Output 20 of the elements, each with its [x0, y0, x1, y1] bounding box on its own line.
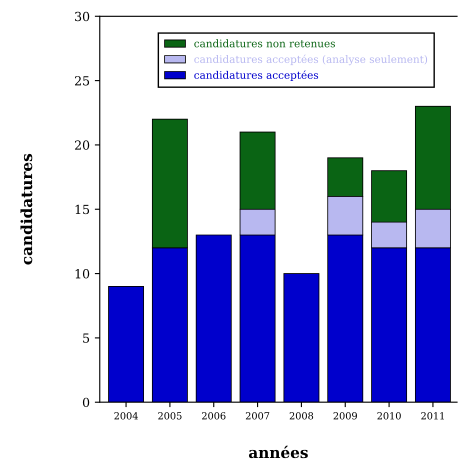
- y-tick-label: 0: [82, 398, 90, 408]
- y-tick-label: 15: [76, 204, 90, 214]
- x-tick-label: 2010: [377, 412, 401, 420]
- y-tick-label: 25: [74, 76, 90, 86]
- x-tick-label: 2005: [158, 412, 182, 420]
- x-tick-label: 2006: [202, 412, 226, 420]
- y-tick-label: 30: [75, 12, 90, 22]
- x-tick-label: 2009: [334, 412, 357, 420]
- x-tick-label: 2007: [246, 412, 270, 420]
- x-tick-label: 2008: [290, 412, 314, 420]
- legend-label: candidatures non retenues: [194, 39, 335, 48]
- legend-label: candidatures acceptées (analyse seulement): [194, 54, 428, 66]
- y-tick-label: 10: [76, 269, 90, 278]
- y-axis-title: candidatures: [20, 154, 32, 265]
- x-tick-label: 2011: [421, 412, 444, 420]
- x-tick-label: 2004: [114, 412, 138, 420]
- legend-label: candidatures acceptées: [194, 70, 318, 81]
- x-axis-title: années: [248, 446, 308, 458]
- y-tick-label: 20: [74, 140, 90, 150]
- y-tick-label: 5: [83, 334, 90, 343]
